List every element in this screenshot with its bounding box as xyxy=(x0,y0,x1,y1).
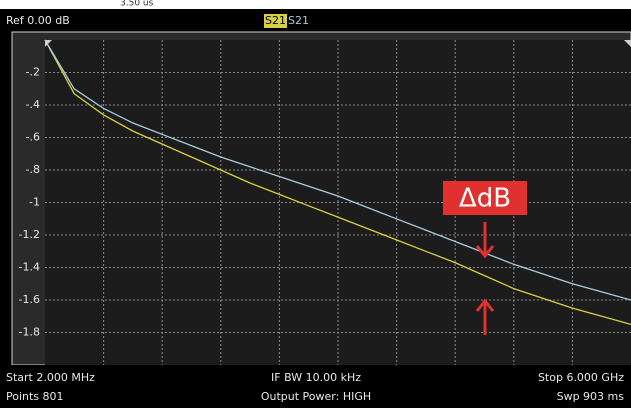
footer-bar xyxy=(0,365,631,408)
clipped-text: 3.50 us xyxy=(120,0,154,9)
header-bar xyxy=(0,9,631,31)
y-tick-label: -.2 xyxy=(26,66,40,79)
y-tick-label: -1 xyxy=(29,196,40,209)
legend-entry: S21 xyxy=(265,14,286,27)
trace xyxy=(44,39,631,301)
annotation-arrows xyxy=(475,222,495,335)
footer-text: Points 801 xyxy=(6,390,64,403)
legend-entry: S21 xyxy=(288,14,309,27)
marker-triangle xyxy=(624,40,631,47)
y-tick-label: -1.6 xyxy=(19,293,40,306)
ref-label: Ref 0.00 dB xyxy=(6,14,70,27)
legend-highlight xyxy=(264,14,287,28)
footer-text: Start 2.000 MHz xyxy=(6,371,95,384)
annotation-box xyxy=(443,181,527,215)
y-tick-label: -.8 xyxy=(26,163,40,176)
footer-text: Swp 903 ms xyxy=(557,390,625,403)
footer-text: Stop 6.000 GHz xyxy=(538,371,624,384)
y-tick-label: -.6 xyxy=(26,131,40,144)
y-tick-label: -.4 xyxy=(26,98,40,111)
annotation-text: ΔdB xyxy=(459,184,511,214)
trace xyxy=(44,39,631,326)
marker-triangle xyxy=(45,40,52,47)
y-tick-label: -1.4 xyxy=(19,261,40,274)
footer-text: IF BW 10.00 kHz xyxy=(271,371,361,384)
y-tick-label: -1.8 xyxy=(19,326,40,339)
y-tick-label: -1.2 xyxy=(19,228,40,241)
footer-text: Output Power: HIGH xyxy=(261,390,371,403)
